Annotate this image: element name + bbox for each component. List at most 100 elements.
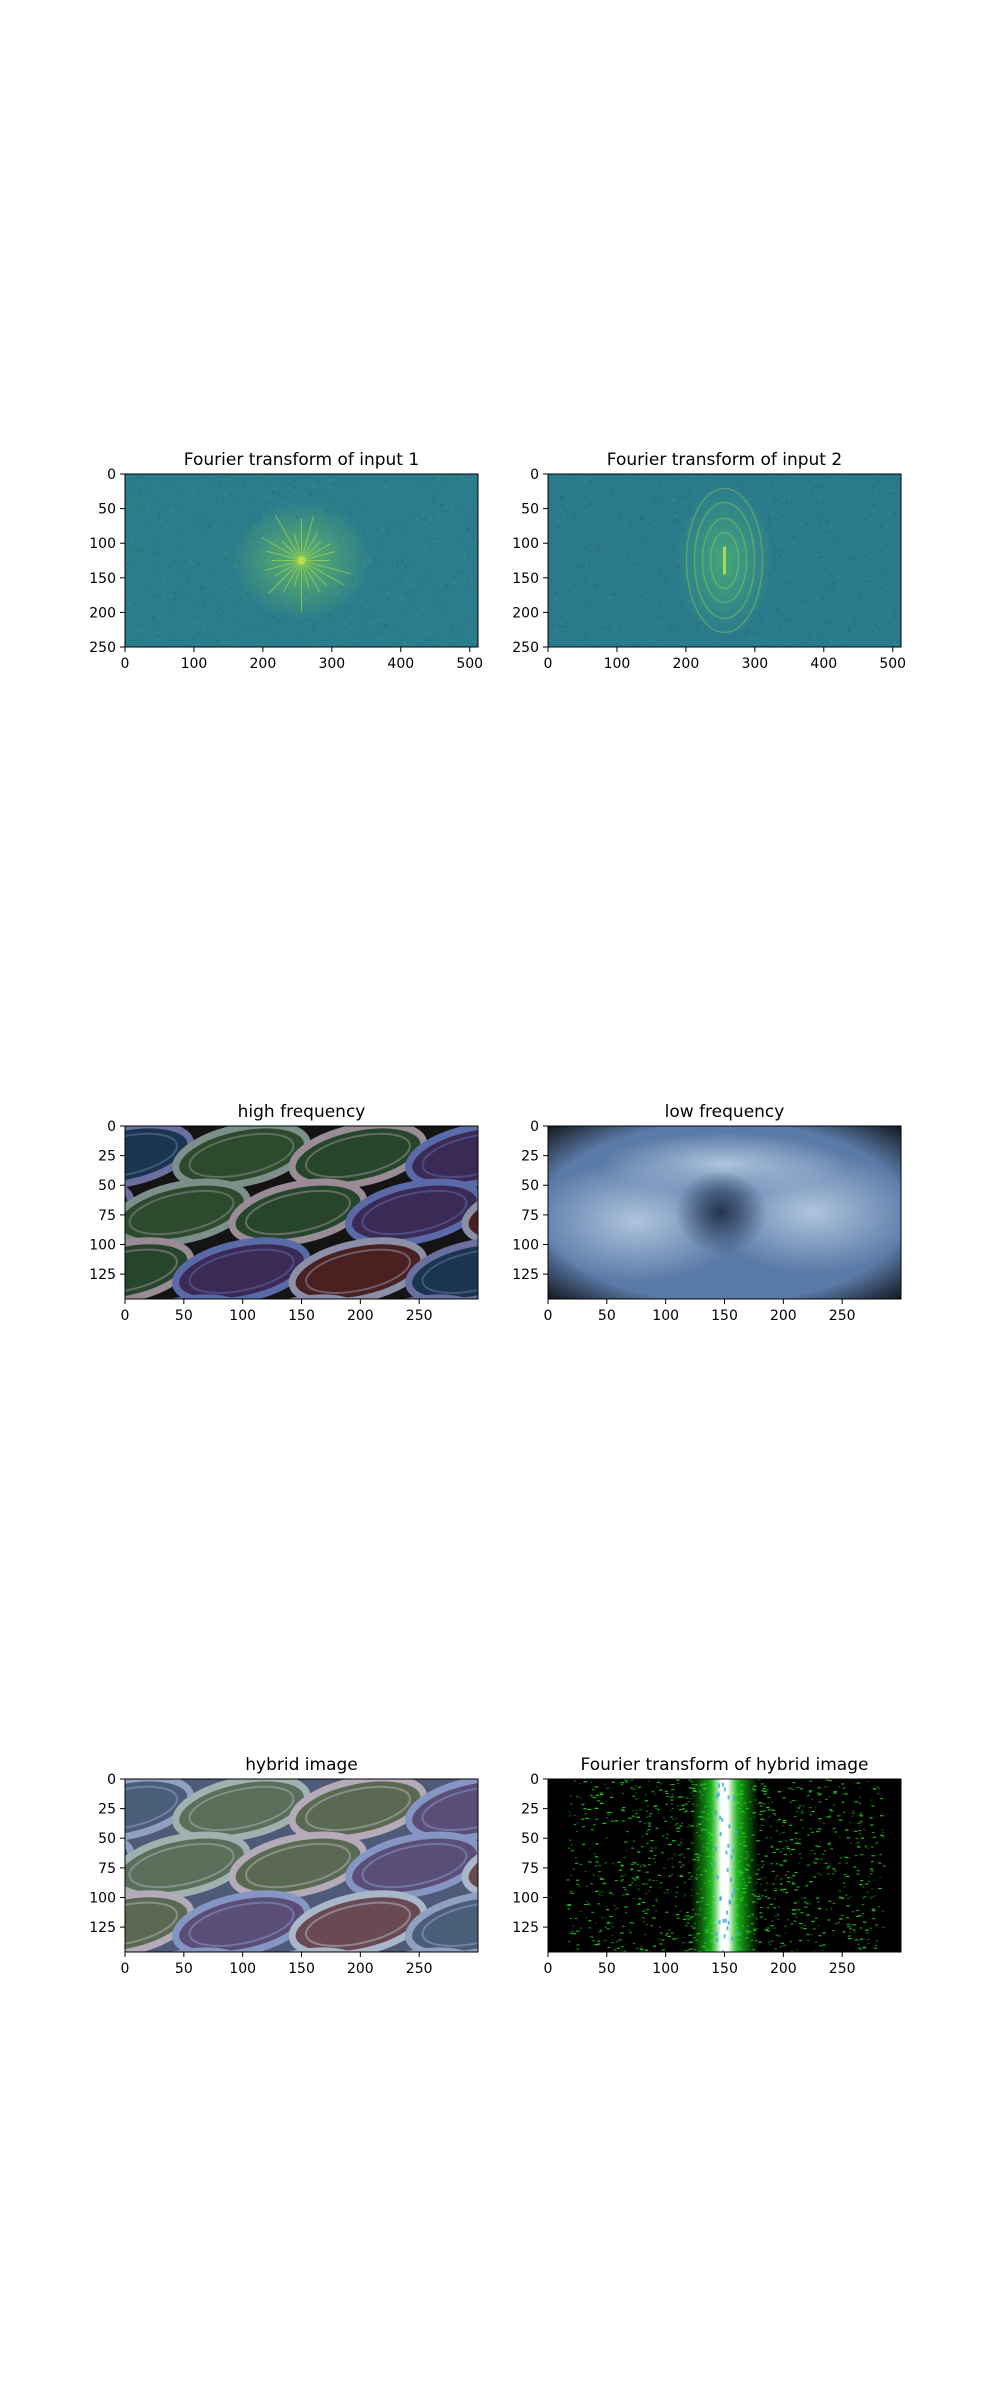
noise-speck bbox=[200, 565, 203, 568]
x-tick-label: 250 bbox=[829, 1308, 856, 1324]
noise-speck bbox=[210, 634, 213, 637]
noise-speck bbox=[401, 597, 404, 600]
spectrum-speck bbox=[766, 1930, 770, 1932]
spectrum-speck bbox=[807, 1834, 810, 1836]
noise-speck bbox=[364, 495, 367, 498]
can-ring bbox=[576, 1287, 719, 1369]
x-tick-label: 100 bbox=[652, 1961, 679, 1977]
spectrum-speck bbox=[685, 1810, 689, 1812]
noise-speck bbox=[665, 536, 668, 539]
noise-speck bbox=[856, 562, 859, 565]
noise-speck bbox=[398, 520, 401, 523]
noise-speck bbox=[437, 511, 440, 514]
noise-speck bbox=[596, 641, 599, 644]
spectrum-speck bbox=[677, 1782, 680, 1785]
noise-speck bbox=[467, 479, 470, 482]
spectrum-speck bbox=[879, 1815, 884, 1817]
noise-speck bbox=[696, 634, 699, 637]
spectrum-speck bbox=[687, 1919, 691, 1921]
noise-speck bbox=[244, 637, 247, 640]
noise-speck bbox=[192, 488, 195, 491]
spectrum-speck bbox=[774, 1878, 777, 1880]
spectrum-speck bbox=[839, 1895, 842, 1898]
spectrum-speck bbox=[817, 1828, 822, 1830]
spectrum-speck bbox=[842, 1882, 846, 1884]
noise-speck bbox=[655, 482, 658, 485]
spectrum-speck bbox=[782, 1848, 785, 1850]
noise-speck bbox=[126, 550, 129, 553]
spectrum-speck bbox=[817, 1794, 821, 1797]
noise-speck bbox=[625, 474, 628, 477]
noise-speck bbox=[162, 537, 165, 540]
noise-speck bbox=[421, 513, 424, 516]
spectrum-ray bbox=[301, 551, 335, 561]
noise-speck bbox=[158, 635, 161, 638]
noise-speck bbox=[601, 623, 604, 626]
spectrum-speck bbox=[668, 1875, 672, 1877]
spectrum-speck bbox=[871, 1896, 874, 1898]
spectrum-speck bbox=[681, 1942, 684, 1944]
noise-speck bbox=[575, 564, 578, 567]
noise-speck bbox=[157, 637, 160, 640]
noise-speck bbox=[396, 564, 399, 567]
noise-speck bbox=[875, 565, 878, 568]
noise-speck bbox=[210, 504, 213, 507]
noise-speck bbox=[815, 544, 818, 547]
noise-speck bbox=[430, 575, 433, 578]
noise-speck bbox=[440, 505, 443, 508]
can-ring bbox=[172, 1779, 311, 1843]
spectrum-accent bbox=[719, 1832, 722, 1837]
x-tick-label: 200 bbox=[347, 1961, 374, 1977]
spectrum-speck bbox=[569, 1890, 572, 1892]
noise-speck bbox=[249, 627, 252, 630]
spectrum-accent bbox=[718, 1920, 721, 1925]
noise-speck bbox=[313, 627, 316, 630]
noise-speck bbox=[658, 491, 661, 494]
noise-speck bbox=[463, 544, 466, 547]
spectrum-speck bbox=[568, 1847, 571, 1849]
noise-speck bbox=[837, 588, 840, 591]
noise-speck bbox=[803, 610, 806, 613]
noise-speck bbox=[824, 476, 827, 479]
noise-speck bbox=[441, 634, 444, 637]
noise-speck bbox=[420, 527, 423, 530]
spectrum-speck bbox=[828, 1796, 831, 1798]
spectrum-speck bbox=[576, 1944, 580, 1946]
noise-speck bbox=[651, 602, 654, 605]
spectrum-speck bbox=[592, 1874, 595, 1876]
noise-speck bbox=[127, 552, 130, 555]
spectrum-speck bbox=[671, 1803, 674, 1805]
spectrum-speck bbox=[842, 1787, 846, 1789]
spectrum-speck bbox=[881, 1829, 884, 1831]
can-ring bbox=[125, 1831, 251, 1900]
noise-speck bbox=[242, 634, 245, 637]
noise-speck bbox=[883, 511, 886, 514]
noise-speck bbox=[795, 609, 798, 612]
spectrum-speck bbox=[579, 1927, 583, 1929]
spectrum-speck bbox=[857, 1841, 860, 1844]
noise-speck bbox=[825, 492, 828, 495]
spectrum-speck bbox=[776, 1848, 780, 1850]
spectrum-speck bbox=[632, 1815, 636, 1817]
spectrum-speck bbox=[875, 1940, 878, 1942]
noise-speck bbox=[199, 527, 202, 530]
spectrum-speck bbox=[759, 1829, 763, 1831]
noise-speck bbox=[224, 498, 227, 501]
noise-speck bbox=[826, 620, 829, 623]
noise-speck bbox=[817, 485, 820, 488]
spectrum-speck bbox=[791, 1881, 795, 1883]
spectrum-core bbox=[297, 556, 306, 565]
noise-speck bbox=[779, 635, 782, 638]
noise-speck bbox=[288, 493, 291, 496]
noise-speck bbox=[222, 610, 225, 613]
spectrum-speck bbox=[796, 1886, 800, 1888]
spectrum-speck bbox=[870, 1873, 873, 1875]
spectrum-speck bbox=[672, 1818, 675, 1820]
noise-speck bbox=[690, 493, 693, 496]
can-inner-ring bbox=[9, 1952, 120, 2011]
noise-speck bbox=[809, 592, 812, 595]
noise-speck bbox=[644, 478, 647, 481]
noise-speck bbox=[838, 553, 841, 556]
noise-speck bbox=[797, 603, 800, 606]
spectrum-speck bbox=[825, 1908, 828, 1911]
